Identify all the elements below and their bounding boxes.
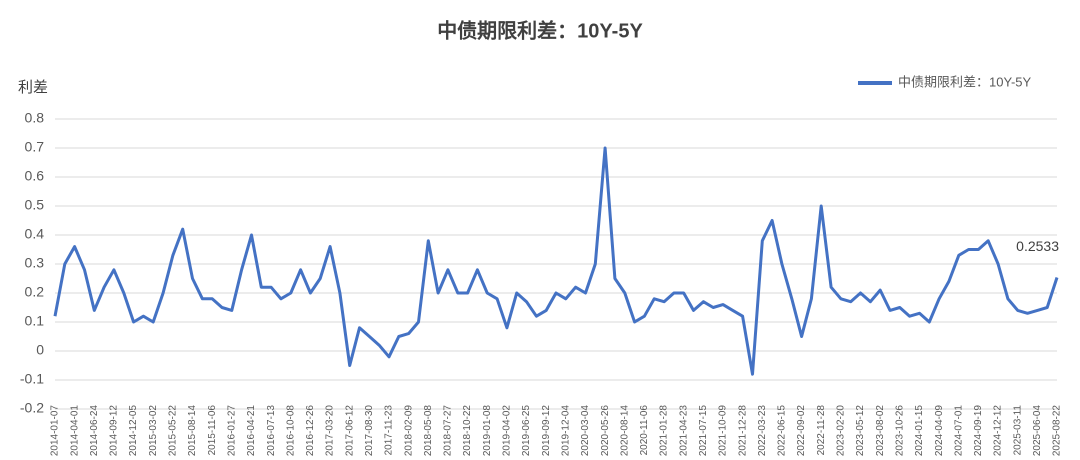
x-tick-label: 2016-04-21: [246, 405, 257, 457]
x-tick-label: 2025-06-04: [1032, 405, 1043, 457]
x-tick-label: 2015-08-14: [187, 405, 198, 457]
x-tick-label: 2025-03-11: [1012, 405, 1023, 456]
x-tick-label: 2024-07-01: [953, 405, 964, 457]
x-tick-label: 2021-01-28: [659, 405, 670, 457]
x-tick-label: 2023-10-26: [894, 405, 905, 457]
x-tick-label: 2023-05-12: [855, 405, 866, 457]
x-tick-label: 2014-04-01: [69, 405, 80, 457]
x-tick-label: 2020-03-04: [580, 405, 591, 457]
x-tick-label: 2025-08-22: [1052, 405, 1063, 457]
x-tick-label: 2017-11-23: [384, 405, 395, 456]
x-tick-label: 2017-03-20: [325, 405, 336, 457]
x-tick-label: 2017-08-30: [364, 405, 375, 457]
x-tick-label: 2015-11-06: [207, 405, 218, 456]
x-tick-label: 2020-11-06: [639, 405, 650, 456]
y-tick-label: 0.8: [25, 110, 45, 126]
x-tick-label: 2018-02-09: [403, 405, 414, 457]
y-tick-label: 0.6: [25, 168, 45, 184]
x-tick-label: 2023-08-02: [875, 405, 886, 457]
y-tick-label: 0.7: [25, 139, 45, 155]
chart-title: 中债期限利差：10Y-5Y: [437, 18, 643, 42]
x-tick-label: 2024-12-12: [993, 405, 1004, 457]
x-tick-label: 2014-12-05: [128, 405, 139, 457]
x-tick-label: 2024-01-15: [914, 405, 925, 457]
x-tick-label: 2024-04-09: [934, 405, 945, 457]
y-axis-label: 利差: [18, 79, 48, 96]
x-tick-label: 2021-10-09: [718, 405, 729, 457]
x-tick-label: 2014-09-12: [109, 405, 120, 457]
x-tick-label: 2014-06-24: [89, 405, 100, 457]
x-tick-label: 2018-05-08: [423, 405, 434, 457]
x-tick-label: 2021-12-28: [737, 405, 748, 457]
x-tick-label: 2021-04-23: [678, 405, 689, 457]
y-tick-label: -0.2: [20, 400, 44, 416]
x-tick-label: 2019-04-02: [502, 405, 513, 457]
x-tick-label: 2021-07-15: [698, 405, 709, 457]
x-tick-label: 2019-12-04: [560, 405, 571, 457]
y-tick-label: -0.1: [20, 371, 44, 387]
x-tick-label: 2022-09-02: [796, 405, 807, 457]
y-tick-label: 0: [36, 342, 44, 358]
x-tick-label: 2019-09-12: [541, 405, 552, 457]
x-tick-label: 2024-09-19: [973, 405, 984, 457]
y-tick-label: 0.5: [25, 197, 45, 213]
x-tick-label: 2016-10-08: [285, 405, 296, 457]
x-tick-label: 2019-01-08: [482, 405, 493, 457]
x-tick-label: 2018-07-27: [443, 405, 454, 457]
y-tick-label: 0.4: [25, 226, 45, 242]
y-tick-label: 0.3: [25, 255, 45, 271]
x-tick-label: 2022-03-23: [757, 405, 768, 457]
data-label: 0.2533: [1016, 238, 1059, 254]
x-tick-label: 2022-11-28: [816, 405, 827, 456]
x-tick-label: 2019-06-25: [521, 405, 532, 457]
data-line: [53, 146, 1059, 376]
x-tick-label: 2023-02-20: [836, 405, 847, 457]
y-tick-label: 0.1: [25, 313, 45, 329]
x-tick-label: 2016-12-26: [305, 405, 316, 457]
legend-label: 中债期限利差：10Y-5Y: [898, 74, 1031, 89]
x-tick-label: 2014-01-07: [50, 405, 61, 457]
y-tick-label: 0.2: [25, 284, 45, 300]
x-tick-label: 2022-06-15: [777, 405, 788, 457]
x-tick-label: 2015-03-02: [148, 405, 159, 457]
x-tick-label: 2020-08-14: [619, 405, 630, 457]
x-tick-label: 2015-05-22: [168, 405, 179, 457]
x-tick-label: 2018-10-22: [462, 405, 473, 457]
x-tick-label: 2016-01-27: [226, 405, 237, 457]
x-tick-label: 2016-07-13: [266, 405, 277, 457]
x-tick-label: 2017-06-12: [344, 405, 355, 457]
x-tick-label: 2020-05-26: [600, 405, 611, 457]
